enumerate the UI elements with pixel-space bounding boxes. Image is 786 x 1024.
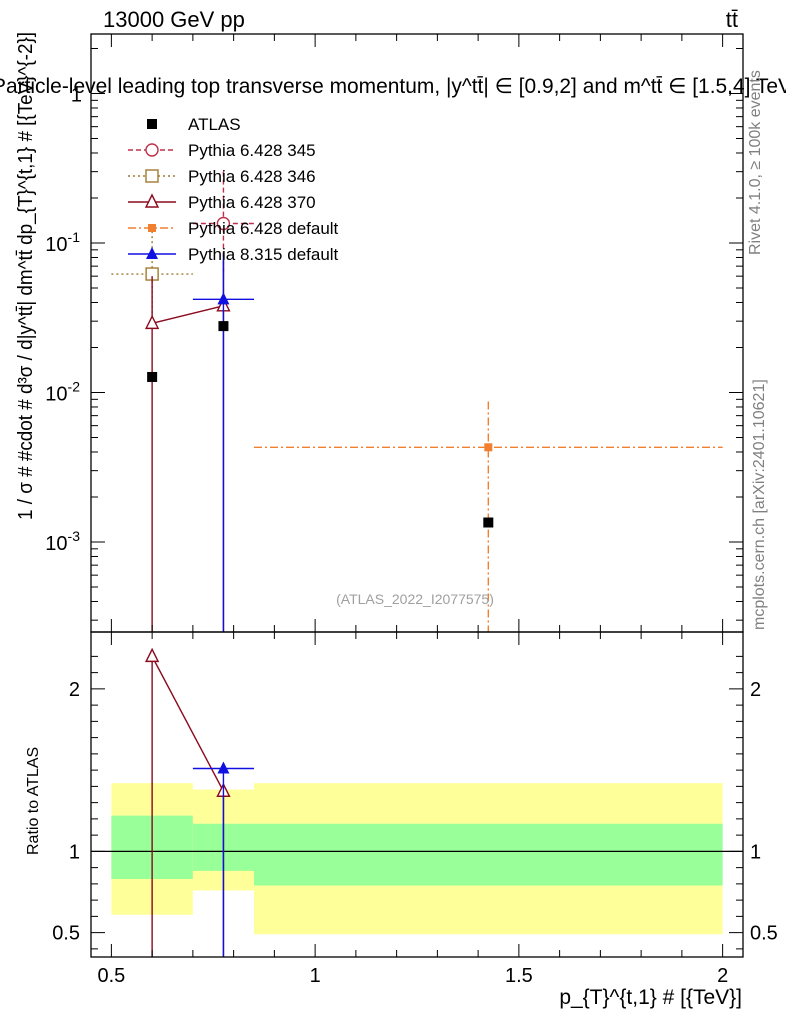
energy-label: 13000 GeV pp [103,7,245,32]
y-axis-label: 1 / σ # #cdot # d³σ / d|y^tt̄| dm^tt̄ dp… [15,32,37,520]
legend-marker-p6def [148,224,156,232]
main-panel-series [111,171,723,632]
legend-item-p345: Pythia 6.428 345 [128,141,316,160]
ratio-tick-label-left-1: 1 [69,841,80,863]
legend-label-p346: Pythia 6.428 346 [188,167,316,186]
series-p370-line [151,305,224,325]
side-mcplots: mcplots.cern.ch [arXiv:2401.10621] [751,379,768,630]
ratio-y-label: Ratio to ATLAS [25,747,42,855]
y-tick-label-3: 1 [71,84,82,106]
y-tick-label-0: 10-3 [45,528,80,555]
band-inner-2 [254,823,723,886]
ratio-panel-series [144,647,254,957]
plot-title: Particle-level leading top transverse mo… [0,75,786,98]
ratio-tick-label-left-0: 0.5 [52,923,80,945]
x-tick-label-1: 1 [310,965,321,987]
legend-marker-p345 [145,143,159,157]
legend-marker-p8def [146,247,158,259]
p345-point-0 [216,216,231,231]
legend-marker-p346 [145,169,159,183]
analysis-id: (ATLAS_2022_I2077575) [336,591,494,607]
ratio-tick-label-left-2: 2 [69,679,80,701]
process-label: tt̄ [726,7,738,32]
series-p6def [254,401,723,632]
ratio-panel-frame [90,631,744,958]
ratio-tick-label-right-2: 2 [750,679,761,701]
x-tick-label-0: 0.5 [97,965,125,987]
y-tick-label-1: 10-2 [45,378,80,405]
legend-item-p370: Pythia 6.428 370 [128,193,316,212]
series-p8def [192,253,254,632]
legend-marker-p370 [144,193,160,208]
legend-label-p345: Pythia 6.428 345 [188,141,316,160]
side-rivet: Rivet 4.1.0, ≥ 100k events [747,70,764,255]
legend-item-p8def: Pythia 8.315 default [128,245,339,264]
x-axis-label: p_{T}^{t,1} # [{TeV}] [559,986,742,1009]
series-p370 [144,261,231,632]
legend-label-p370: Pythia 6.428 370 [188,193,316,212]
ratio-p370-line [151,656,225,792]
series-p345 [192,171,254,277]
ratio-tick-label-right-1: 1 [750,841,761,863]
legend-label-p6def: Pythia 6.428 default [188,219,339,238]
ratio-p8def-point-0 [217,761,230,774]
p6def-point-0 [484,443,493,452]
atlas-point-2 [483,517,494,528]
ratio-bands [111,783,723,935]
atlas-point-1 [218,321,229,332]
legend-item-atlas: ATLAS [147,115,241,134]
ratio-p370-point-0 [144,647,160,663]
x-tick-label-3: 2 [717,965,728,987]
ratio-tick-label-right-0: 0.5 [750,923,778,945]
p370-point-0 [144,314,160,330]
legend-marker-atlas [147,119,157,129]
series-atlas [147,321,494,528]
axes-ticks: 0.5 1 1.5 2 10-3 10-2 10-1 1 0.5 0.5 1 1 2 2 [45,34,778,987]
ratio-p8def [192,761,254,957]
legend-label-p8def: Pythia 8.315 default [188,245,339,264]
legend: ATLAS Pythia 6.428 345 Pythia 6.428 346 Pyt… [128,115,339,264]
legend-label-atlas: ATLAS [188,115,241,134]
legend-item-p346: Pythia 6.428 346 [128,167,316,186]
x-tick-label-2: 1.5 [505,965,533,987]
y-tick-label-2: 10-1 [45,229,80,256]
atlas-point-0 [147,371,158,382]
p8def-point-0 [217,292,230,305]
legend-item-p6def: Pythia 6.428 default [128,219,339,238]
